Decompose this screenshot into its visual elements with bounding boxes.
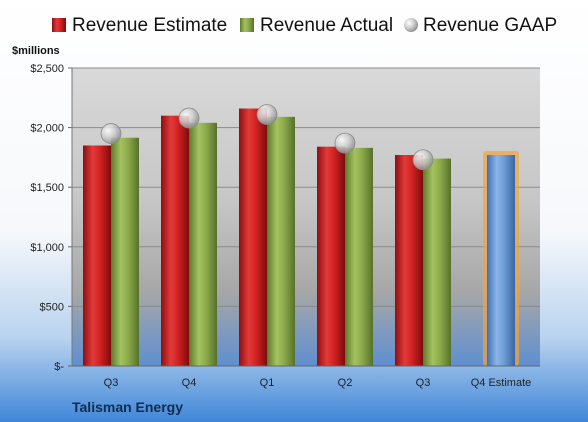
legend-swatch-revenue-actual (240, 18, 254, 32)
y-tick-label: $2,500 (30, 63, 64, 75)
bar-revenue-estimate (161, 115, 189, 367)
bar-revenue-actual (111, 137, 139, 366)
x-tick-label: Q3 (104, 377, 119, 389)
gaap-markers (100, 104, 434, 171)
bar-revenue-estimate (239, 108, 267, 366)
x-tick-label: Q1 (260, 377, 275, 389)
legend-label-revenue-gaap: Revenue GAAP (423, 15, 557, 36)
y-axis-unit-label: $millions (12, 45, 60, 57)
bar-revenue-estimate (395, 155, 423, 366)
y-tick-label: $2,000 (30, 123, 64, 135)
x-tick-label: Q2 (338, 377, 353, 389)
marker-revenue-gaap (334, 132, 356, 154)
bar-revenue-actual (189, 122, 217, 366)
x-tick-label: Q4 (182, 377, 197, 389)
y-tick-label: $1,500 (30, 182, 64, 194)
marker-revenue-gaap (178, 107, 200, 129)
legend-label-revenue-actual: Revenue Actual (260, 15, 393, 36)
bar-estimate-highlight (487, 155, 515, 366)
bars (83, 108, 519, 367)
y-axis-ticks: $- $500 $1,000 $1,500 $2,000 $2,500 (30, 63, 73, 373)
plot-area (72, 68, 540, 366)
bar-revenue-actual (345, 147, 373, 366)
legend-marker-revenue-gaap (404, 18, 418, 32)
company-name: Talisman Energy (72, 399, 183, 415)
bar-revenue-estimate (83, 145, 111, 366)
legend-label-revenue-estimate: Revenue Estimate (72, 15, 227, 36)
marker-revenue-gaap (412, 149, 434, 171)
y-tick-label: $- (54, 361, 64, 373)
x-tick-label: Q3 (416, 377, 431, 389)
x-axis-ticks: Q3 Q4 Q1 Q2 Q3 Q4 Estimate (72, 365, 540, 389)
y-tick-label: $500 (40, 301, 64, 313)
bar-revenue-estimate (317, 146, 345, 366)
x-tick-label: Q4 Estimate (471, 377, 532, 389)
y-tick-label: $1,000 (30, 242, 64, 254)
marker-revenue-gaap (256, 104, 278, 125)
marker-revenue-gaap (100, 123, 122, 144)
legend: Revenue Estimate Revenue Actual Revenue … (52, 15, 557, 36)
legend-swatch-revenue-estimate (52, 18, 66, 32)
bar-revenue-actual (267, 116, 295, 366)
bar-revenue-actual (423, 158, 451, 366)
